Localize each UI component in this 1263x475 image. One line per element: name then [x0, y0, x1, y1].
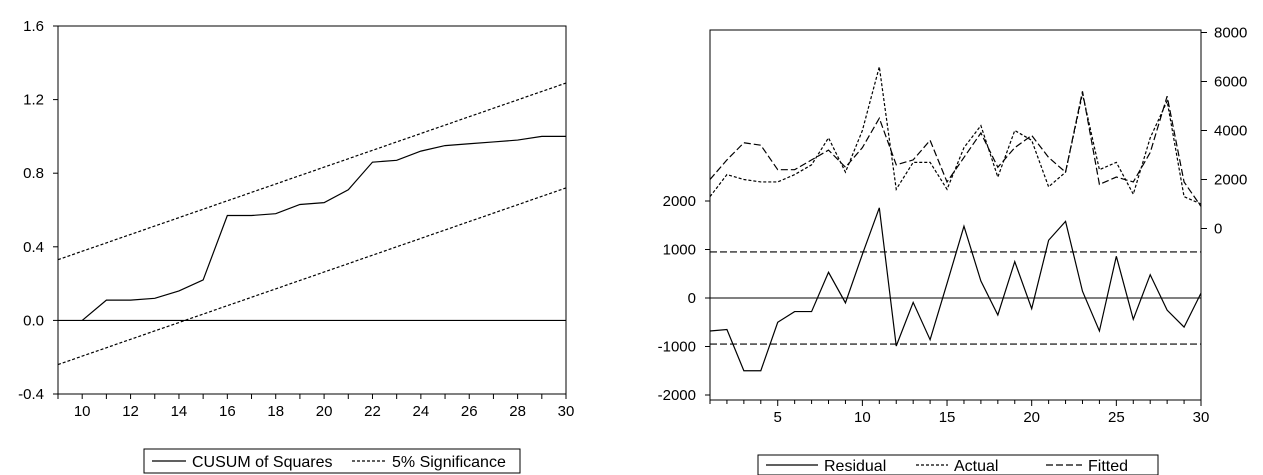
legend-box	[143, 448, 521, 474]
cusum-series-group	[57, 82, 567, 366]
x-tick-label: 14	[171, 403, 188, 420]
x-tick-label: 25	[1108, 409, 1125, 426]
x-tick-label: 18	[267, 403, 284, 420]
cusum-x-axis: 10 12 14 16 18 20 22 24 26 28 30	[57, 394, 575, 420]
actual-line	[709, 66, 1202, 205]
y-tick-label: 0.4	[23, 239, 44, 256]
legend-label-actual: Actual	[954, 458, 998, 475]
x-tick-label: 20	[1023, 409, 1040, 426]
x-tick-label: 12	[122, 403, 139, 420]
x-tick-label: 15	[939, 409, 956, 426]
cusum-plot-frame	[57, 25, 567, 395]
left-y-tick-label: 2000	[663, 193, 696, 210]
x-tick-label: 26	[461, 403, 478, 420]
legend-label-residual: Residual	[824, 458, 886, 475]
x-tick-label: 10	[854, 409, 871, 426]
legend-box	[757, 454, 1159, 475]
x-tick-label: 28	[509, 403, 526, 420]
y-tick-label: 0.0	[23, 312, 44, 329]
cusum-line	[81, 135, 566, 321]
residual-line	[709, 207, 1202, 372]
x-tick-label: 10	[74, 403, 91, 420]
y-tick-label: -0.4	[18, 386, 44, 403]
x-tick-label: 16	[219, 403, 236, 420]
x-tick-label: 22	[364, 403, 381, 420]
legend-label-cusum: CUSUM of Squares	[192, 454, 333, 471]
legend-label-significance: 5% Significance	[392, 454, 506, 471]
left-y-tick-label: 0	[688, 290, 696, 307]
y-tick-label: 0.8	[23, 165, 44, 182]
residual-left-y-axis: -2000 -1000 0 1000 2000	[658, 193, 710, 404]
cusum-chart: 10 12 14 16 18 20 22 24 26 28 30 -0.4 0.0 0.4 0.8 1.2 1…	[18, 18, 575, 474]
right-y-tick-label: 4000	[1214, 123, 1247, 140]
right-y-tick-label: 6000	[1214, 74, 1247, 91]
right-y-tick-label: 8000	[1214, 25, 1247, 42]
legend-label-fitted: Fitted	[1088, 458, 1128, 475]
residual-reference-lines	[710, 251, 1201, 345]
residual-legend: Residual Actual Fitted	[757, 454, 1159, 475]
y-tick-label: 1.6	[23, 18, 44, 35]
right-y-tick-label: 0	[1214, 221, 1222, 238]
residual-plot-frame	[709, 29, 1202, 401]
x-tick-label: 24	[413, 403, 430, 420]
cusum-legend: CUSUM of Squares 5% Significance	[143, 448, 521, 474]
left-y-tick-label: 1000	[663, 242, 696, 259]
residual-x-axis: 5 10 15 20 25 30	[709, 400, 1210, 426]
right-y-tick-label: 2000	[1214, 172, 1247, 189]
x-tick-label: 30	[558, 403, 575, 420]
cusum-y-axis: -0.4 0.0 0.4 0.8 1.2 1.6	[18, 18, 58, 403]
residual-right-y-axis: 0 2000 4000 6000 8000	[1201, 25, 1247, 238]
significance-lower-line	[57, 187, 567, 366]
x-tick-label: 5	[774, 409, 782, 426]
left-y-tick-label: -1000	[658, 339, 696, 356]
fitted-line	[709, 91, 1202, 207]
y-tick-label: 1.2	[23, 92, 44, 109]
x-tick-label: 30	[1193, 409, 1210, 426]
x-tick-label: 20	[316, 403, 333, 420]
residual-chart: 5 10 15 20 25 30 -2000 -1000 0 1000 2000 0 2000 400…	[658, 25, 1247, 475]
residual-series-group	[709, 66, 1202, 372]
left-y-tick-label: -2000	[658, 387, 696, 404]
significance-upper-line	[57, 82, 567, 261]
